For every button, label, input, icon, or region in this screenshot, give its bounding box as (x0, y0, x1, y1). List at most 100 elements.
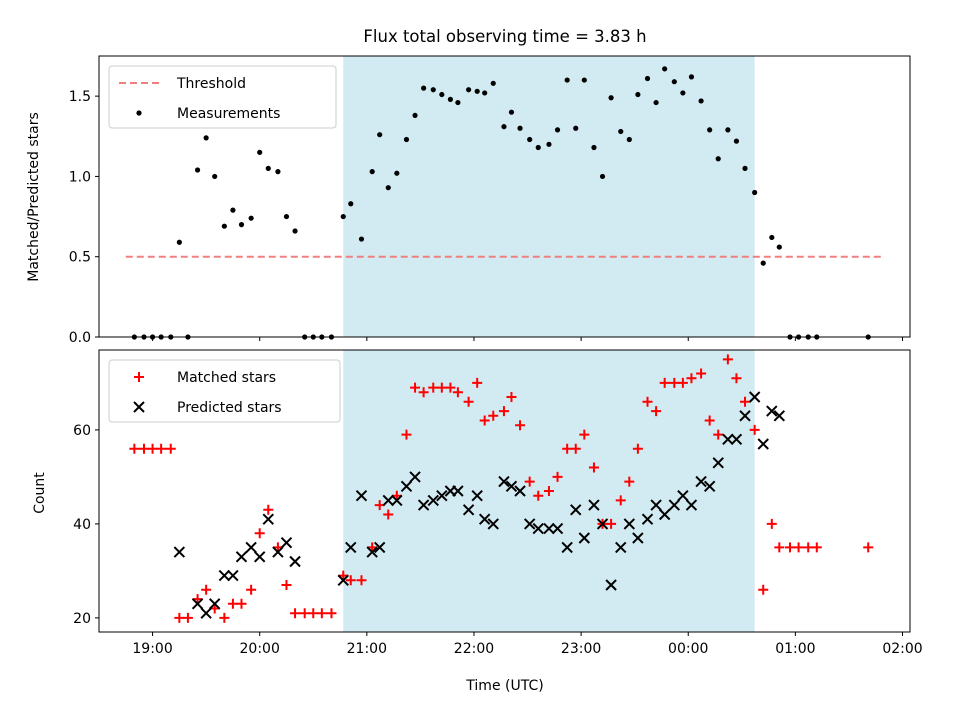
matched-stars-point (165, 443, 176, 454)
measurement-point (698, 98, 704, 104)
matched-stars-point (316, 608, 327, 619)
matched-stars-point (677, 377, 688, 388)
bottom-axes-frame (98, 349, 911, 633)
matched-stars-point (479, 415, 490, 426)
x-tick-label: 23:00 (561, 641, 601, 657)
matched-stars-point (543, 486, 554, 496)
matched-stars-point (624, 476, 635, 487)
measurement-point (421, 85, 427, 91)
measurement-point (581, 77, 587, 83)
matched-stars-point (811, 542, 822, 553)
top-panel: 0.0 0.5 1.0 1.5 Threshold Measurements (69, 55, 911, 346)
x-tick-label: 20:00 (240, 641, 280, 657)
legend-label: Matched stars (177, 370, 276, 386)
predicted-stars-point (523, 518, 536, 530)
top-y-tick-label: 1.5 (69, 89, 91, 105)
legend-box (108, 359, 341, 423)
measurement-point (626, 136, 632, 143)
measurement-point (283, 213, 290, 220)
predicted-stars-point (200, 607, 212, 619)
matched-stars-point (713, 429, 724, 440)
bottom-y-tick-label: 60 (73, 423, 91, 439)
matched-stars-point (785, 542, 796, 553)
top-y-axis-label: Matched/Predicted stars (26, 112, 42, 282)
predicted-stars-point (280, 536, 293, 549)
predicted-stars-point (337, 574, 349, 587)
predicted-stars-point (436, 489, 448, 502)
predicted-stars-point (632, 532, 644, 544)
matched-stars-point (579, 429, 590, 440)
matched-stars-point (138, 443, 149, 454)
matched-stars-point (263, 504, 274, 515)
measurement-point (348, 201, 354, 207)
matched-stars-point (793, 542, 804, 553)
predicted-stars-point (173, 546, 186, 558)
predicted-stars-point (382, 494, 394, 507)
predicted-stars-point (650, 499, 662, 511)
predicted-stars-point (505, 480, 518, 493)
top-axes-frame (98, 55, 911, 338)
predicted-stars-point (722, 433, 734, 446)
matched-stars-point (401, 429, 412, 440)
matched-stars-point (254, 528, 265, 539)
measurement-point (265, 165, 271, 171)
measurement-point (608, 95, 614, 101)
measurement-point (203, 135, 209, 141)
matched-stars-point (749, 424, 760, 435)
measurement-point (369, 169, 375, 175)
measurement-point (591, 144, 597, 151)
predicted-stars-point (739, 410, 751, 422)
predicted-stars-point (289, 555, 301, 568)
matched-stars-point (452, 387, 463, 398)
matched-stars-point (227, 598, 238, 609)
matched-stars-point (515, 420, 526, 431)
measurement-point (599, 173, 606, 180)
predicted-stars-point (658, 508, 671, 521)
x-tick-label: 00:00 (668, 641, 708, 657)
x-tick-label: 19:00 (132, 641, 172, 657)
matched-stars-point (803, 542, 814, 553)
matched-stars-point (632, 443, 643, 454)
measurement-point (474, 88, 480, 94)
legend-label: Threshold (176, 76, 246, 92)
measurement-point (733, 138, 740, 144)
predicted-stars-point (543, 522, 555, 535)
measurement-point (292, 228, 298, 234)
matched-stars-point (182, 612, 193, 623)
matched-stars-point (651, 406, 662, 417)
predicted-stars-point (417, 499, 430, 511)
chart-title: Flux total observing time = 3.83 h (363, 27, 646, 46)
matched-stars-point (498, 406, 509, 417)
matched-stars-point (696, 368, 707, 379)
bottom-legend: Matched stars Predicted stars (108, 359, 341, 423)
matched-stars-point (533, 490, 544, 501)
measurement-point (769, 234, 775, 241)
bottom-series-predicted-stars (173, 391, 786, 619)
predicted-stars-point (471, 489, 483, 502)
predicted-stars-point (227, 569, 239, 582)
top-y-tick-label: 1.0 (69, 169, 91, 185)
matched-stars-point (428, 382, 439, 393)
predicted-stars-point (773, 410, 786, 422)
measurement-point (394, 170, 400, 176)
legend-label: Measurements (177, 106, 280, 122)
predicted-stars-point (668, 499, 681, 511)
measurement-point (742, 165, 748, 171)
measurement-point (760, 260, 766, 266)
matched-stars-point (774, 542, 785, 553)
matched-stars-point (863, 542, 874, 553)
measurement-point (508, 109, 515, 115)
legend-label: Predicted stars (177, 400, 282, 416)
predicted-stars-point (498, 475, 510, 488)
matched-stars-point (472, 377, 483, 388)
predicted-stars-point (345, 541, 357, 554)
measurement-point (501, 124, 507, 130)
matched-stars-point (156, 443, 167, 454)
measurement-point (238, 222, 245, 228)
matched-stars-point (246, 584, 257, 595)
legend-matched-swatch (134, 372, 144, 382)
predicted-stars-point (245, 541, 257, 554)
legend-predicted-swatch (133, 401, 145, 413)
measurement-point (194, 167, 201, 173)
